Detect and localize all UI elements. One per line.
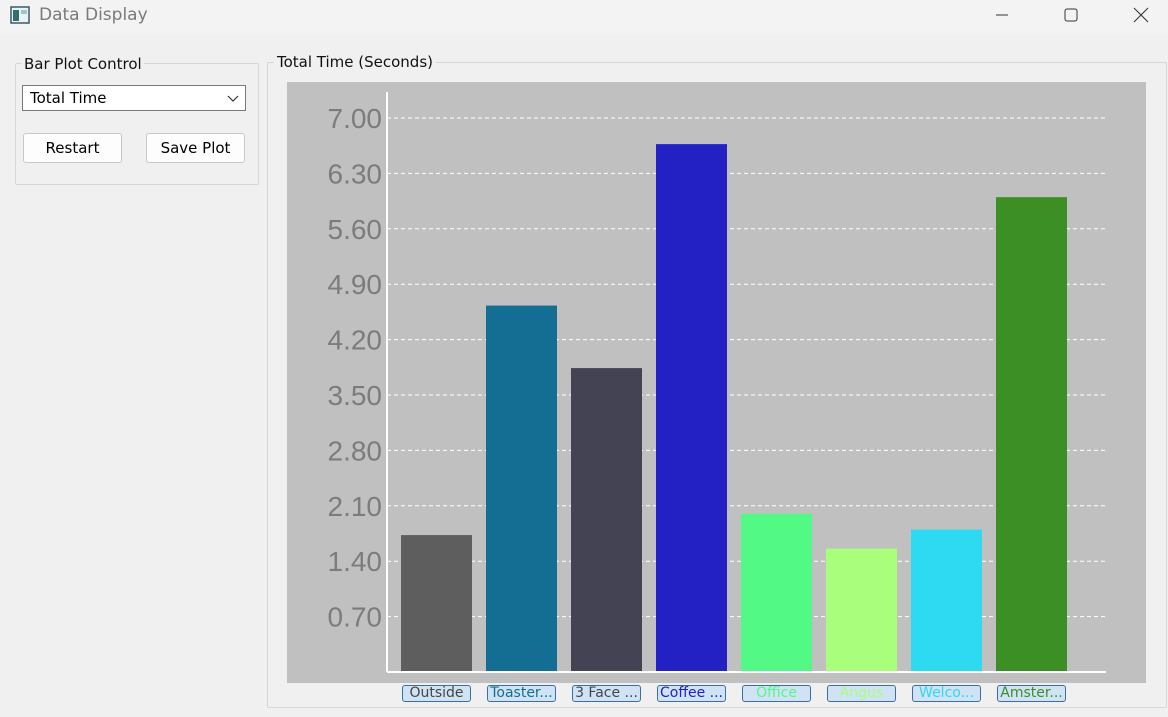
maximize-button[interactable] — [1048, 0, 1094, 30]
plot-group — [267, 62, 1167, 708]
save-plot-button[interactable]: Save Plot — [146, 133, 245, 163]
x-tick-label-2: 3 Face ... — [572, 685, 641, 702]
minimize-icon — [996, 14, 1008, 16]
x-tick-label-7: Amster... — [997, 685, 1066, 702]
chart-background — [287, 82, 1146, 683]
metric-select-value: Total Time — [30, 89, 107, 107]
bar-plot-control-title: Bar Plot Control — [22, 55, 144, 73]
x-tick-label-3: Coffee ... — [657, 685, 726, 702]
app-icon — [10, 6, 30, 24]
x-tick-label-4: Office — [742, 685, 811, 702]
chevron-down-icon — [227, 95, 239, 102]
metric-select[interactable]: Total Time — [22, 85, 246, 111]
window-title: Data Display — [39, 5, 148, 25]
x-tick-label-6: Welco... — [912, 685, 981, 702]
minimize-button[interactable] — [979, 0, 1025, 30]
close-icon — [1133, 7, 1149, 23]
title-bar[interactable]: Data Display — [0, 0, 1168, 34]
close-button[interactable] — [1118, 0, 1164, 30]
restart-button[interactable]: Restart — [23, 133, 122, 163]
bar-plot-control-group — [15, 63, 259, 185]
plot-title: Total Time (Seconds) — [274, 53, 436, 71]
maximize-icon — [1064, 8, 1078, 22]
x-tick-label-0: Outside — [402, 685, 471, 702]
x-tick-label-1: Toaster... — [487, 685, 556, 702]
x-tick-label-5: Angus — [827, 685, 896, 702]
